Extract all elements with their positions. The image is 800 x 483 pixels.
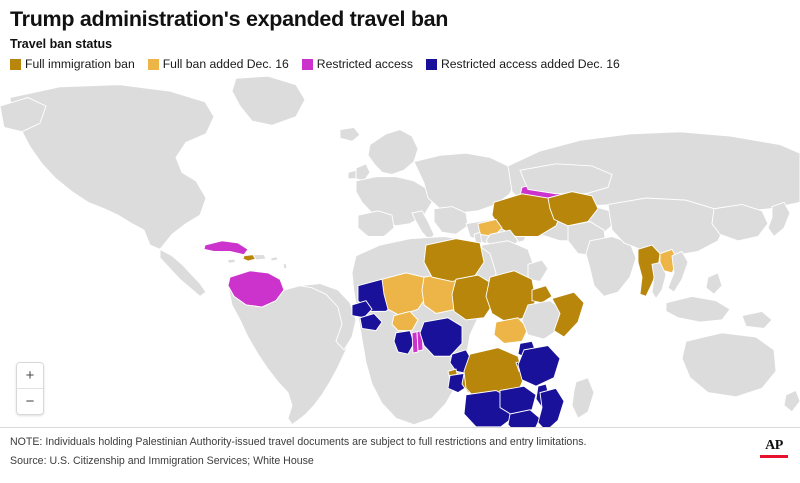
legend-item-label: Full immigration ban	[25, 56, 135, 71]
world-map[interactable]: + −	[0, 74, 800, 427]
country-nigeria	[419, 317, 463, 357]
legend-swatch-icon	[10, 58, 21, 70]
country-burkina-faso	[391, 310, 419, 332]
footnote-note: NOTE: Individuals holding Palestinian Au…	[10, 436, 587, 448]
country-myanmar	[637, 244, 661, 298]
region-south-america	[227, 285, 349, 426]
country-oman	[527, 259, 549, 283]
landmasses	[0, 75, 800, 427]
region-central-america	[159, 248, 207, 298]
country-somalia	[551, 291, 585, 338]
legend-item-restricted-access-added: Restricted access added Dec. 16	[425, 56, 620, 71]
country-zimbabwe	[507, 409, 541, 427]
country-togo	[411, 331, 419, 354]
country-papua-new-guinea	[741, 311, 773, 330]
region-southeast-asia-islands	[665, 296, 731, 323]
country-israel-palestine	[473, 231, 483, 245]
country-dominican-republic	[252, 254, 267, 261]
region-balkans	[433, 206, 469, 236]
country-puerto-rico	[270, 256, 279, 262]
country-spain-portugal	[357, 210, 395, 238]
footer: NOTE: Individuals holding Palestinian Au…	[0, 427, 800, 483]
country-new-zealand	[783, 390, 800, 413]
legend-item-label: Restricted access added Dec. 16	[440, 56, 620, 71]
country-chad	[451, 274, 495, 321]
country-jamaica	[226, 258, 237, 264]
legend-swatch-icon	[147, 58, 159, 70]
country-mozambique	[537, 387, 565, 427]
country-ireland	[347, 169, 357, 180]
country-alaska	[0, 97, 47, 133]
country-iceland	[339, 127, 361, 143]
country-philippines	[705, 272, 723, 296]
region-europe	[367, 129, 419, 176]
world-map-svg	[0, 74, 800, 427]
country-vietnam	[667, 251, 689, 293]
page-title: Trump administration's expanded travel b…	[10, 7, 449, 31]
country-mali	[381, 272, 429, 317]
footnote-source: Source: U.S. Citizenship and Immigration…	[10, 455, 314, 468]
country-tanzania	[517, 345, 561, 387]
legend-item-full-immigration-ban: Full immigration ban	[10, 58, 135, 70]
legend-swatch-icon	[425, 58, 437, 70]
zoom-out-icon[interactable]: −	[17, 388, 43, 414]
map-zoom-controls[interactable]: + −	[16, 362, 44, 415]
country-zambia	[499, 385, 537, 417]
country-south-sudan	[493, 317, 529, 345]
legend: Full immigration ban Full ban added Dec.…	[10, 58, 790, 70]
ap-logo-text: AP	[765, 438, 783, 453]
country-haiti	[242, 254, 257, 262]
region-east-asia	[711, 204, 769, 242]
legend-item-full-ban-added: Full ban added Dec. 16	[147, 56, 289, 71]
country-ghana	[393, 330, 415, 355]
country-guinea	[359, 313, 383, 332]
country-japan	[767, 201, 791, 238]
legend-item-restricted-access: Restricted access	[301, 56, 413, 71]
country-ethiopia	[521, 300, 565, 340]
country-libya	[423, 238, 485, 283]
lesser-antilles	[282, 262, 288, 270]
legend-item-label: Restricted access	[316, 56, 413, 71]
country-kazakhstan	[519, 163, 613, 195]
country-brazil-east	[299, 283, 357, 351]
legend-heading: Travel ban status	[10, 37, 113, 52]
legend-item-label: Full ban added Dec. 16	[162, 56, 289, 71]
region-north-america	[9, 84, 215, 251]
ap-logo-bar	[760, 455, 788, 458]
zoom-in-icon[interactable]: +	[17, 363, 43, 388]
header: Trump administration's expanded travel b…	[0, 0, 800, 70]
ap-logo: AP	[760, 439, 788, 458]
country-madagascar	[571, 377, 595, 420]
region-china	[607, 197, 727, 257]
legend-swatch-icon	[301, 58, 313, 70]
country-greenland	[231, 75, 306, 126]
country-cuba	[203, 240, 249, 256]
country-australia	[681, 332, 777, 398]
country-senegal	[351, 300, 373, 319]
country-eritrea	[531, 285, 553, 304]
